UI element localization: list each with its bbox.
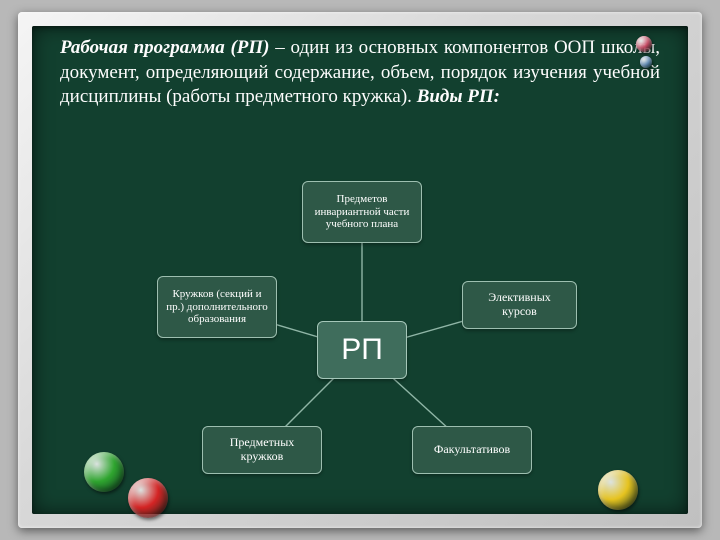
diagram: РП Предметов инвариантной части учебного … [92, 181, 628, 494]
definition-lead: Рабочая программа (РП) [60, 37, 270, 58]
definition-trail: Виды РП: [417, 86, 500, 107]
whiteboard-frame: Рабочая программа (РП) – один из основны… [18, 12, 702, 528]
diagram-node-top: Предметов инвариантной части учебного пл… [302, 181, 422, 243]
magnet-0 [636, 36, 652, 52]
diagram-center-node: РП [317, 321, 407, 379]
diagram-node-bl: Предметных кружков [202, 426, 322, 474]
magnet-4 [598, 470, 638, 510]
diagram-node-left: Кружков (секций и пр.) дополнительного о… [157, 276, 277, 338]
magnet-2 [84, 452, 124, 492]
magnet-1 [640, 56, 652, 68]
diagram-node-right: Элективных курсов [462, 281, 577, 329]
magnet-3 [128, 478, 168, 518]
diagram-node-br: Факультативов [412, 426, 532, 474]
chalkboard: Рабочая программа (РП) – один из основны… [32, 26, 688, 514]
definition-text: Рабочая программа (РП) – один из основны… [60, 36, 660, 110]
